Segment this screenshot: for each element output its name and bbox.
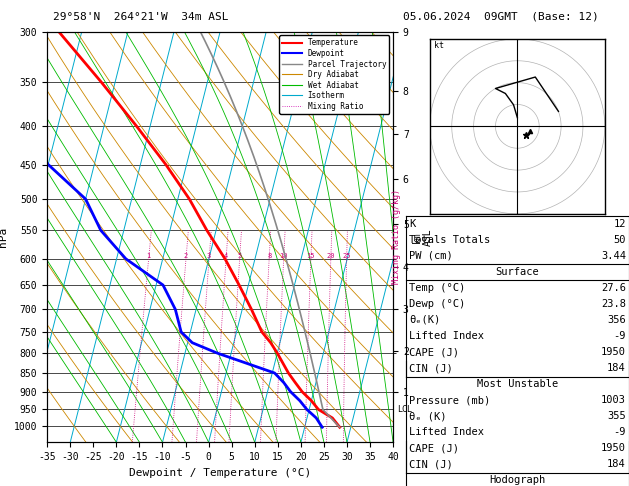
Text: 10: 10: [279, 253, 288, 259]
Text: PW (cm): PW (cm): [409, 251, 453, 261]
Text: 1950: 1950: [601, 347, 626, 357]
X-axis label: Dewpoint / Temperature (°C): Dewpoint / Temperature (°C): [129, 468, 311, 478]
Text: 2: 2: [184, 253, 188, 259]
Text: Hodograph: Hodograph: [489, 475, 545, 486]
Text: CIN (J): CIN (J): [409, 363, 453, 373]
Text: kt: kt: [434, 41, 444, 50]
Text: 8: 8: [267, 253, 271, 259]
Text: Pressure (mb): Pressure (mb): [409, 395, 490, 405]
Y-axis label: hPa: hPa: [0, 227, 8, 247]
Text: 27.6: 27.6: [601, 283, 626, 293]
Text: Mixing Ratio (g/kg): Mixing Ratio (g/kg): [392, 190, 401, 284]
Text: Dewp (°C): Dewp (°C): [409, 299, 465, 309]
Text: 3.44: 3.44: [601, 251, 626, 261]
Text: 29°58'N  264°21'W  34m ASL: 29°58'N 264°21'W 34m ASL: [53, 12, 229, 22]
Text: 3: 3: [207, 253, 211, 259]
Y-axis label: km
ASL: km ASL: [411, 228, 433, 246]
Text: Lifted Index: Lifted Index: [409, 331, 484, 341]
Text: 184: 184: [607, 363, 626, 373]
Text: 1003: 1003: [601, 395, 626, 405]
Text: CAPE (J): CAPE (J): [409, 347, 459, 357]
Text: 5: 5: [238, 253, 242, 259]
Text: -9: -9: [613, 331, 626, 341]
Text: Surface: Surface: [496, 267, 539, 277]
Text: CAPE (J): CAPE (J): [409, 443, 459, 453]
Text: 1: 1: [147, 253, 151, 259]
Text: 05.06.2024  09GMT  (Base: 12): 05.06.2024 09GMT (Base: 12): [403, 12, 598, 22]
Text: CIN (J): CIN (J): [409, 459, 453, 469]
Text: LCL: LCL: [398, 405, 412, 414]
Text: 4: 4: [224, 253, 228, 259]
Text: 1950: 1950: [601, 443, 626, 453]
Text: 356: 356: [607, 315, 626, 325]
Text: 15: 15: [307, 253, 315, 259]
Text: 20: 20: [326, 253, 335, 259]
Text: Temp (°C): Temp (°C): [409, 283, 465, 293]
Text: θₑ(K): θₑ(K): [409, 315, 440, 325]
Text: 12: 12: [613, 219, 626, 229]
Text: θₑ (K): θₑ (K): [409, 411, 447, 421]
Legend: Temperature, Dewpoint, Parcel Trajectory, Dry Adiabat, Wet Adiabat, Isotherm, Mi: Temperature, Dewpoint, Parcel Trajectory…: [279, 35, 389, 114]
Text: Totals Totals: Totals Totals: [409, 235, 490, 245]
Text: 184: 184: [607, 459, 626, 469]
Text: 50: 50: [613, 235, 626, 245]
Text: 23.8: 23.8: [601, 299, 626, 309]
Text: Most Unstable: Most Unstable: [477, 379, 558, 389]
Text: -9: -9: [613, 427, 626, 437]
Text: Lifted Index: Lifted Index: [409, 427, 484, 437]
Text: 25: 25: [342, 253, 351, 259]
Text: K: K: [409, 219, 415, 229]
Text: 355: 355: [607, 411, 626, 421]
